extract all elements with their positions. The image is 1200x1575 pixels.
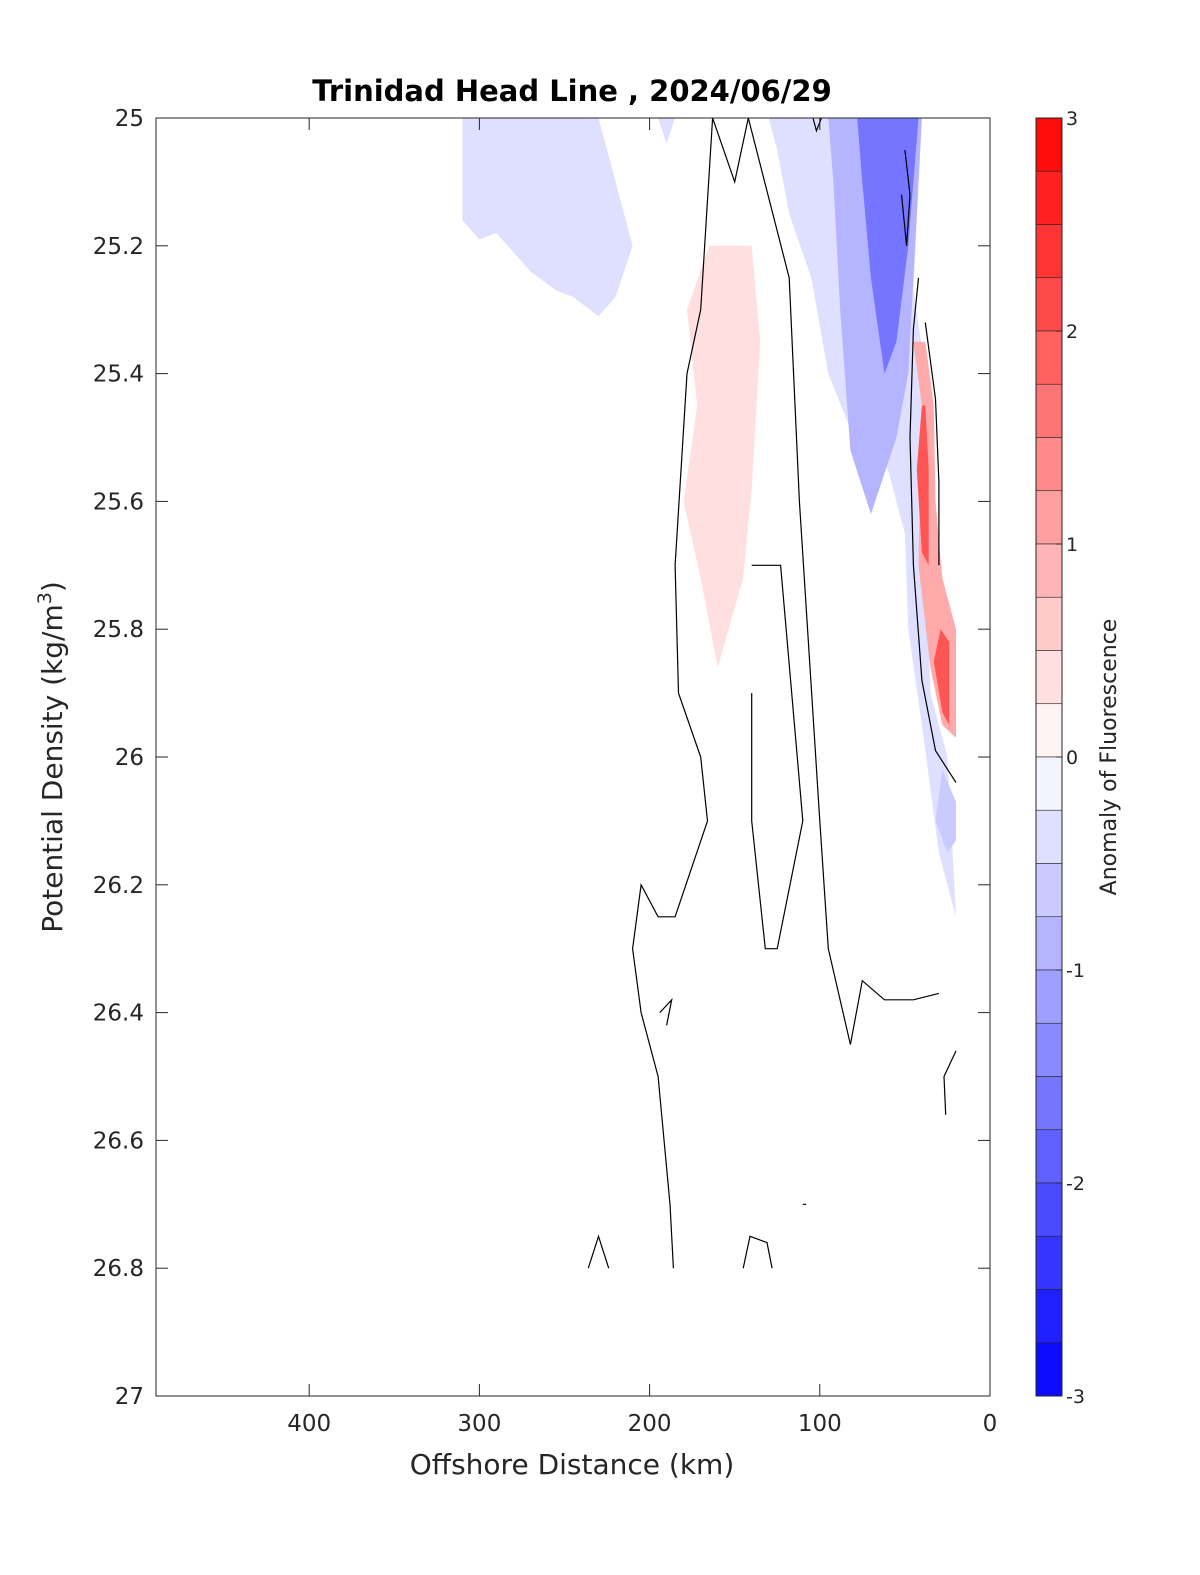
x-tick-label-400: 400 [287,1411,331,1437]
colorbar-bin-15 [1035,916,1063,971]
y-tick-label-3: 25.6 [93,489,144,515]
colorbar-tick-label-0: 3 [1066,108,1078,130]
colorbar-title: Anomaly of Fluorescence [1097,619,1122,896]
anomaly-region-offshore-weak-negative-small [658,118,676,144]
colorbar-ticks: 3 2 1 0 -1 -2 -3 [1056,108,1085,1408]
contour-inner-loop [751,564,804,950]
y-axis-title-main: Potential Density (kg/m [36,604,69,933]
contour-deep-tick-a [587,1234,610,1269]
colorbar-bin-7 [1035,490,1063,545]
colorbar-bin-19 [1035,1129,1063,1184]
colorbar-bin-16 [1035,969,1063,1024]
x-tick-label-0: 0 [983,1411,998,1437]
colorbar-bin-0 [1035,117,1063,172]
y-axis-title-superscript: 3 [34,592,56,604]
y-tick-label-5: 26 [115,745,144,771]
contour-mid-right [747,118,940,1045]
x-axis-title: Offshore Distance (km) [410,1448,735,1481]
colorbar-bin-11 [1035,703,1063,758]
y-tick-label-7: 26.4 [93,1001,144,1027]
x-tick-label-300: 300 [457,1411,501,1437]
contour-mid-left [712,118,749,185]
y-tick-label-2: 25.4 [93,362,144,388]
colorbar-bin-5 [1035,383,1063,438]
colorbar-bin-4 [1035,330,1063,385]
colorbar: 3 2 1 0 -1 -2 -3 Anomaly of Fluorescence [1035,108,1122,1408]
contour-deep-tick-b [742,1235,773,1269]
contour-surface-lens [900,149,911,246]
y-tick-label-8: 26.6 [93,1128,144,1154]
colorbar-bin-2 [1035,224,1063,279]
x-tick-label-100: 100 [798,1411,842,1437]
plot-area: 400 300 200 100 0 25 25.2 25.4 25.6 25.8 26 26.2 26… [93,106,998,1437]
colorbar-bin-9 [1035,596,1063,651]
colorbar-bins [1035,117,1063,1397]
contour-offshore-boundary [631,118,714,1269]
anomaly-region-inshore-negative-peak [857,118,919,374]
y-axis: 25 25.2 25.4 25.6 25.8 26 26.2 26.4 26.6 26.8 27 [93,106,990,1410]
colorbar-bin-12 [1035,756,1063,811]
zero-contours [587,118,957,1269]
anomaly-regions [462,118,956,917]
y-tick-label-4: 25.8 [93,617,144,643]
colorbar-tick-label-6: -3 [1066,1386,1085,1408]
y-axis-title: Potential Density (kg/m3) [34,581,69,933]
colorbar-bin-1 [1035,170,1063,225]
colorbar-bin-23 [1035,1342,1063,1397]
colorbar-bin-17 [1035,1022,1063,1077]
colorbar-bin-18 [1035,1076,1063,1131]
colorbar-bin-13 [1035,809,1063,864]
colorbar-bin-14 [1035,863,1063,918]
y-tick-label-10: 27 [115,1384,144,1410]
contour-inshore-b [924,322,940,566]
y-tick-label-1: 25.2 [93,234,144,260]
colorbar-bin-8 [1035,543,1063,598]
colorbar-bin-6 [1035,437,1063,492]
contour-deep-inshore [943,1050,957,1115]
y-tick-label-0: 25 [115,106,144,132]
x-tick-label-200: 200 [628,1411,672,1437]
colorbar-tick-label-2: 1 [1066,534,1078,556]
y-tick-label-6: 26.2 [93,873,144,899]
anomaly-region-deep-positive-core [933,629,950,725]
contour-small-loop [659,997,673,1026]
anomaly-region-inshore-positive-core [916,405,929,566]
colorbar-bin-20 [1035,1182,1063,1237]
y-tick-label-9: 26.8 [93,1256,144,1282]
colorbar-tick-label-3: 0 [1066,747,1078,769]
colorbar-bin-22 [1035,1289,1063,1344]
colorbar-tick-label-4: -1 [1066,960,1085,982]
anomaly-region-offshore-weak-negative [462,118,633,317]
colorbar-bin-21 [1035,1235,1063,1290]
y-axis-title-suffix: ) [36,581,69,592]
colorbar-tick-label-1: 2 [1066,321,1078,343]
chart-title: Trinidad Head Line , 2024/06/29 [312,74,832,108]
x-axis: 400 300 200 100 0 [287,118,997,1437]
contour-inshore-a [909,277,957,783]
colorbar-tick-label-5: -2 [1066,1173,1085,1195]
anomaly-region-mid-weak-positive [683,245,761,668]
colorbar-bin-3 [1035,277,1063,332]
colorbar-bin-10 [1035,650,1063,705]
anomaly-region-deep-negative-patch [935,769,956,853]
